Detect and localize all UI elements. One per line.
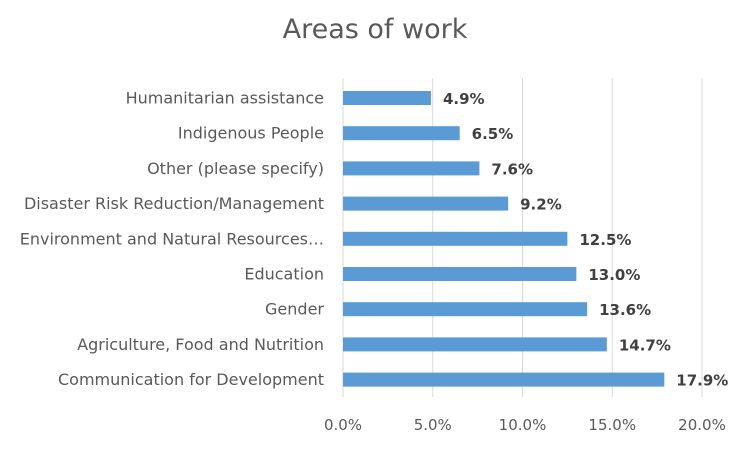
category-label: Disaster Risk Reduction/Management xyxy=(24,194,324,213)
category-label: Environment and Natural Resources… xyxy=(20,229,324,248)
category-label: Gender xyxy=(265,300,324,319)
data-label: 7.6% xyxy=(491,160,533,178)
x-tick-label: 10.0% xyxy=(499,416,547,434)
data-label: 13.0% xyxy=(588,266,640,284)
data-label: 17.9% xyxy=(676,372,728,390)
labels: 0.0% 5.0% 10.0% 15.0% 20.0% Humanitarian assi… xyxy=(20,89,729,435)
category-label: Indigenous People xyxy=(178,124,324,143)
data-label: 13.6% xyxy=(599,301,651,319)
x-tick-label: 15.0% xyxy=(588,416,636,434)
data-label: 12.5% xyxy=(579,231,631,249)
bar xyxy=(343,302,588,317)
chart-title: Areas of work xyxy=(282,14,468,45)
category-label: Other (please specify) xyxy=(147,159,324,178)
data-label: 4.9% xyxy=(443,90,485,108)
data-label: 14.7% xyxy=(619,336,671,354)
bar xyxy=(343,231,568,246)
x-tick-label: 5.0% xyxy=(414,416,452,434)
data-label: 6.5% xyxy=(472,125,514,143)
bars xyxy=(343,91,665,387)
category-label: Education xyxy=(244,265,324,284)
bar xyxy=(343,372,665,387)
data-label: 9.2% xyxy=(520,196,562,214)
x-tick-label: 20.0% xyxy=(678,416,726,434)
category-label: Agriculture, Food and Nutrition xyxy=(77,335,324,354)
bar xyxy=(343,196,509,211)
bar xyxy=(343,161,480,176)
bar xyxy=(343,267,577,281)
bar xyxy=(343,337,607,352)
category-label: Humanitarian assistance xyxy=(126,89,324,108)
category-label: Communication for Development xyxy=(58,370,324,389)
bar xyxy=(343,91,431,105)
x-tick-label: 0.0% xyxy=(324,416,362,434)
bar xyxy=(343,126,460,141)
